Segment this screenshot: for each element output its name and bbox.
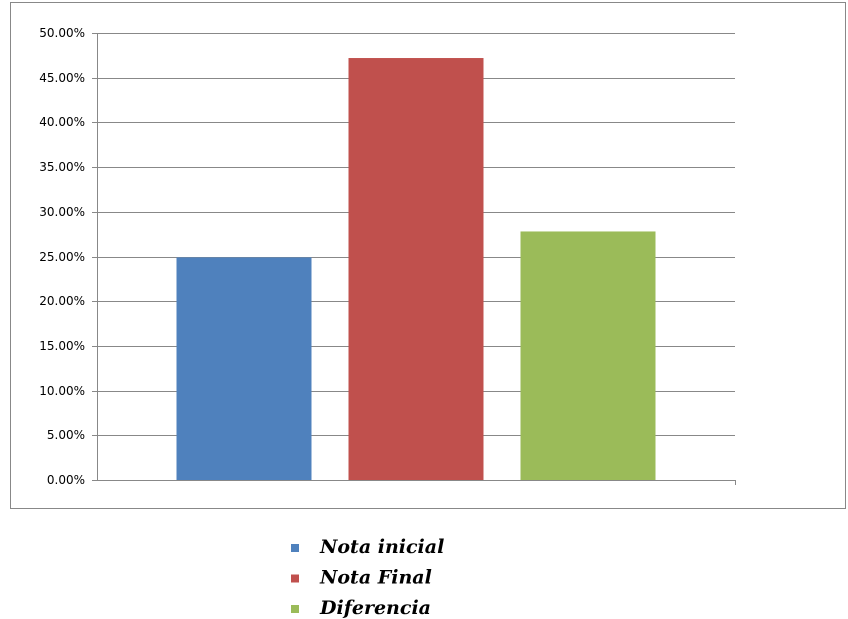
y-tick-label: 45.00% xyxy=(39,71,85,85)
legend-label: Nota Final xyxy=(319,567,432,589)
y-tick-label: 5.00% xyxy=(47,428,85,442)
bar xyxy=(176,257,312,480)
y-tick-label: 50.00% xyxy=(39,26,85,40)
legend-swatch xyxy=(291,605,299,613)
y-tick-label: 40.00% xyxy=(39,115,85,129)
y-tick-label: 30.00% xyxy=(39,205,85,219)
bar xyxy=(520,231,656,480)
bar xyxy=(348,58,484,480)
legend-label: Diferencia xyxy=(319,597,431,619)
legend-swatch xyxy=(291,574,299,583)
y-tick-label: 15.00% xyxy=(39,339,85,353)
y-tick-label: 20.00% xyxy=(39,294,85,308)
y-tick-label: 10.00% xyxy=(39,384,85,398)
legend-label: Nota inicial xyxy=(319,536,444,558)
y-tick-label: 25.00% xyxy=(39,250,85,264)
y-tick-label: 35.00% xyxy=(39,160,85,174)
y-tick-label: 0.00% xyxy=(47,473,85,487)
legend-swatch xyxy=(291,544,299,552)
